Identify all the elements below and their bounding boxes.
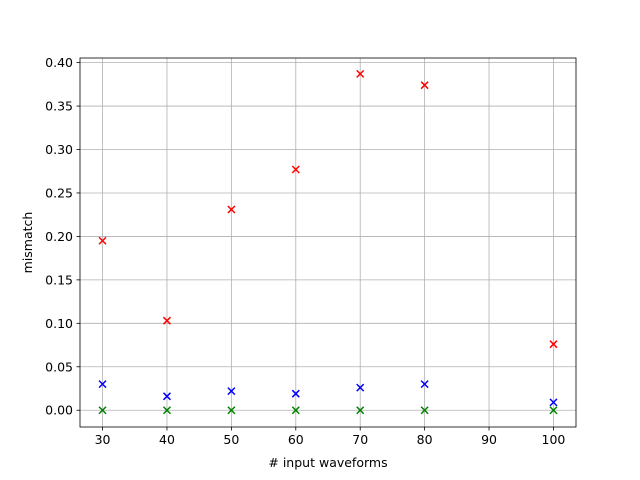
- data-point-series-3: [227, 406, 236, 415]
- x-axis-ticks: 30 40 50 60 70 80 90 100: [95, 427, 566, 447]
- data-point-series-2: [162, 392, 171, 401]
- x-axis-label: # input waveforms: [268, 455, 387, 470]
- plot-frame: [79, 57, 577, 428]
- point-stroke: [420, 81, 429, 90]
- data-points: [98, 69, 558, 415]
- data-point-series-3: [98, 406, 107, 415]
- point-stroke: [227, 387, 236, 396]
- data-point-series-1: [291, 165, 300, 174]
- point-stroke: [356, 69, 365, 78]
- data-point-series-1: [227, 205, 236, 214]
- point-stroke: [291, 165, 300, 174]
- point-stroke: [356, 406, 365, 415]
- point-stroke: [227, 406, 236, 415]
- data-point-series-2: [227, 387, 236, 396]
- data-point-series-2: [420, 380, 429, 389]
- point-stroke: [356, 383, 365, 392]
- data-point-series-2: [356, 383, 365, 392]
- y-tick-label: 0.15: [45, 272, 73, 287]
- point-stroke: [162, 392, 171, 401]
- y-tick-label: 0.05: [45, 359, 73, 374]
- point-stroke: [98, 406, 107, 415]
- y-tick-label: 0.40: [45, 55, 73, 70]
- point-stroke: [291, 389, 300, 398]
- x-tick-label: 60: [288, 432, 304, 447]
- y-tick-label: 0.10: [45, 316, 73, 331]
- data-point-series-3: [356, 406, 365, 415]
- y-tick-label: 0.00: [45, 403, 73, 418]
- x-tick-label: 30: [95, 432, 111, 447]
- x-tick-label: 40: [159, 432, 175, 447]
- y-tick-label: 0.25: [45, 185, 73, 200]
- point-stroke: [549, 398, 558, 407]
- data-point-series-1: [162, 316, 171, 325]
- point-stroke: [98, 236, 107, 245]
- y-tick-label: 0.20: [45, 229, 73, 244]
- data-point-series-1: [549, 340, 558, 349]
- data-point-series-2: [98, 380, 107, 389]
- data-point-series-2: [291, 389, 300, 398]
- data-point-series-2: [549, 398, 558, 407]
- x-tick-label: 70: [352, 432, 368, 447]
- point-stroke: [420, 380, 429, 389]
- point-stroke: [162, 316, 171, 325]
- y-axis-ticks: 0.00 0.05 0.10 0.15 0.20 0.25 0.30 0.35 0.40: [45, 55, 80, 418]
- point-stroke: [227, 205, 236, 214]
- data-point-series-1: [356, 69, 365, 78]
- point-stroke: [162, 406, 171, 415]
- grid: [80, 58, 576, 427]
- data-point-series-3: [291, 406, 300, 415]
- x-tick-label: 50: [223, 432, 239, 447]
- data-point-series-1: [420, 81, 429, 90]
- data-point-series-3: [420, 406, 429, 415]
- point-stroke: [420, 406, 429, 415]
- point-stroke: [291, 406, 300, 415]
- y-tick-label: 0.30: [45, 142, 73, 157]
- y-axis-label: mismatch: [20, 212, 35, 274]
- data-point-series-1: [98, 236, 107, 245]
- point-stroke: [549, 340, 558, 349]
- point-stroke: [98, 380, 107, 389]
- x-tick-label: 80: [417, 432, 433, 447]
- y-tick-label: 0.35: [45, 99, 73, 114]
- data-point-series-3: [162, 406, 171, 415]
- x-tick-label: 100: [542, 432, 566, 447]
- data-point-series-3: [549, 406, 558, 415]
- point-stroke: [549, 406, 558, 415]
- x-tick-label: 90: [481, 432, 497, 447]
